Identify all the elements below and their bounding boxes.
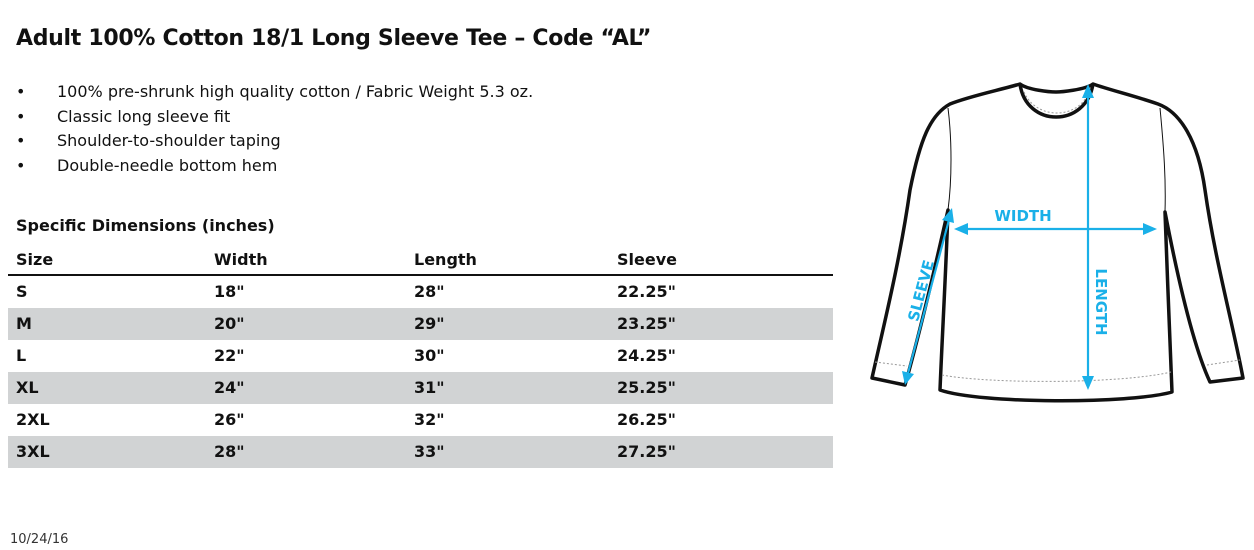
bullet: • (16, 155, 26, 175)
column-header: Length (414, 250, 477, 269)
table-cell: 33" (414, 442, 445, 461)
table-cell: 25.25" (617, 378, 676, 397)
table-cell: L (16, 346, 27, 365)
table-cell: 29" (414, 314, 445, 333)
shirt-outline (870, 82, 1245, 403)
arrowhead (902, 371, 914, 385)
table-row: S 18" 28" 22.25" (8, 276, 833, 308)
width-label: WIDTH (994, 207, 1051, 225)
arrowhead (1082, 376, 1094, 390)
column-header: Size (16, 250, 54, 269)
column-header: Width (214, 250, 268, 269)
bullet: • (16, 82, 26, 101)
arrowhead (1143, 223, 1157, 235)
size-table: Size Width Length Sleeve S 18" 28" 22.25" M 2… (8, 246, 833, 468)
column-header: Sleeve (617, 250, 677, 269)
table-cell: 30" (414, 346, 445, 365)
feature-item: • Shoulder-to-shoulder taping (16, 129, 533, 154)
table-cell: 22.25" (617, 282, 676, 301)
table-cell: 26.25" (617, 410, 676, 429)
revision-date: 10/24/16 (10, 532, 69, 547)
table-cell: 24" (214, 378, 245, 397)
dimensions-heading: Specific Dimensions (inches) (16, 216, 275, 235)
table-cell: 32" (414, 410, 445, 429)
table-cell: 26" (214, 410, 245, 429)
page-title: Adult 100% Cotton 18/1 Long Sleeve Tee –… (16, 26, 652, 51)
feature-list: • 100% pre-shrunk high quality cotton / F… (16, 80, 533, 178)
bullet: • (16, 106, 26, 126)
arrowhead (954, 223, 968, 235)
shirt-diagram: WIDTH LENGTH SLEEVE (870, 82, 1245, 403)
table-row: M 20" 29" 23.25" (8, 308, 833, 340)
table-cell: 2XL (16, 410, 50, 429)
table-row: 3XL 28" 33" 27.25" (8, 436, 833, 468)
table-cell: 28" (414, 282, 445, 301)
length-label: LENGTH (1092, 268, 1110, 335)
table-cell: XL (16, 378, 39, 397)
arrowhead (1082, 84, 1094, 98)
table-cell: M (16, 314, 32, 333)
table-cell: 3XL (16, 442, 50, 461)
table-cell: 23.25" (617, 314, 676, 333)
table-cell: S (16, 282, 28, 301)
table-row: XL 24" 31" 25.25" (8, 372, 833, 404)
sleeve-arrow (905, 215, 952, 378)
table-row: L 22" 30" 24.25" (8, 340, 833, 372)
table-row: 2XL 26" 32" 26.25" (8, 404, 833, 436)
arrowhead (942, 208, 954, 223)
table-cell: 31" (414, 378, 445, 397)
feature-item: • Double-needle bottom hem (16, 154, 533, 179)
table-cell: 18" (214, 282, 245, 301)
table-cell: 27.25" (617, 442, 676, 461)
table-header: Size Width Length Sleeve (8, 246, 833, 276)
table-cell: 22" (214, 346, 245, 365)
table-cell: 24.25" (617, 346, 676, 365)
feature-item: • Classic long sleeve fit (16, 105, 533, 130)
feature-item: • 100% pre-shrunk high quality cotton / F… (16, 80, 533, 105)
bullet: • (16, 131, 26, 150)
table-cell: 28" (214, 442, 245, 461)
table-cell: 20" (214, 314, 245, 333)
